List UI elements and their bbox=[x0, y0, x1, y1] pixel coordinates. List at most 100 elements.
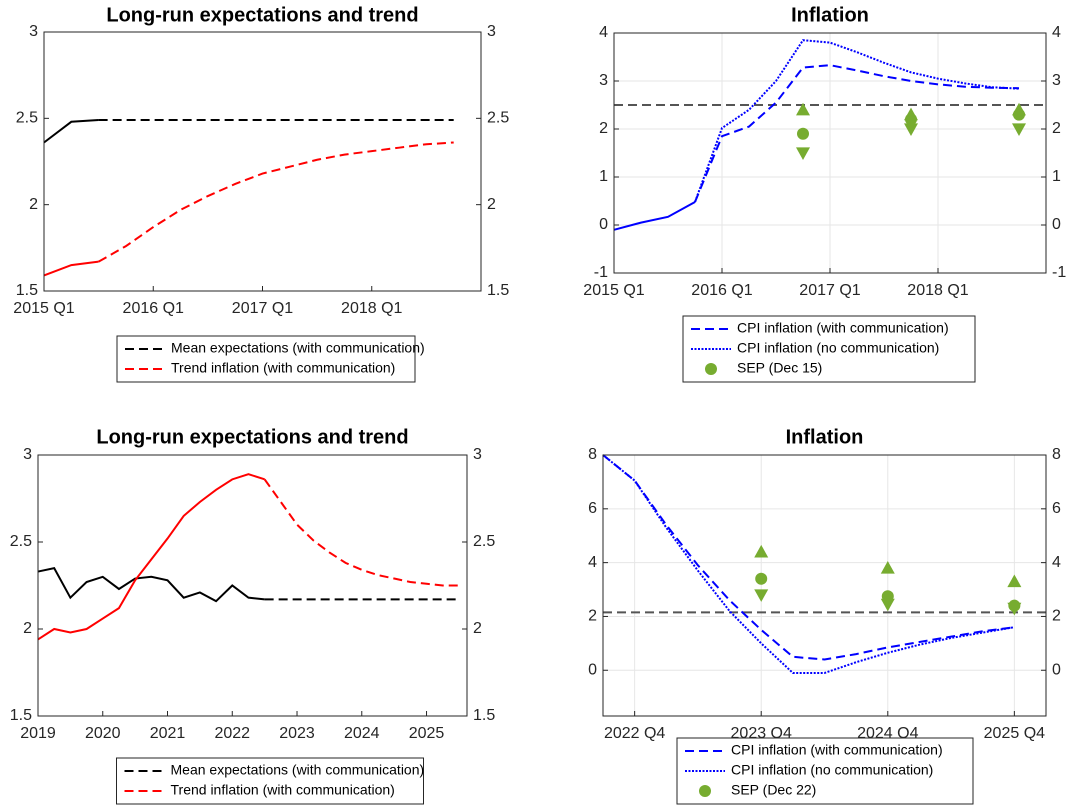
y-tick-label-right: -1 bbox=[1052, 264, 1066, 281]
y-tick-label: 2 bbox=[29, 196, 38, 213]
y-tick-label: 0 bbox=[588, 661, 597, 678]
legend-box bbox=[682, 315, 976, 383]
y-tick-label-right: 1 bbox=[1052, 168, 1061, 185]
y-tick-label-right: 3 bbox=[487, 23, 496, 40]
y-tick-label-right: 6 bbox=[1052, 500, 1061, 517]
chart: Inflation -1 -1 0 0 1 1 2 2 3 3 4 4 2015 Q1 2016 Q1 201… bbox=[583, 4, 1066, 383]
legend-label: SEP (Dec 22) bbox=[731, 782, 816, 798]
series-line bbox=[694, 64, 1020, 203]
series-line bbox=[613, 201, 696, 231]
x-tick-label: 2019 bbox=[20, 725, 56, 742]
x-tick-label: 2023 bbox=[279, 725, 315, 742]
legend-box bbox=[116, 335, 416, 383]
plot-frame bbox=[613, 32, 1047, 274]
y-tick-label: 8 bbox=[588, 446, 597, 463]
series-line bbox=[43, 119, 99, 144]
y-tick-label-right: 8 bbox=[1052, 446, 1061, 463]
chart-title: Long-run expectations and trend bbox=[96, 426, 408, 448]
x-tick-label: 2021 bbox=[150, 725, 186, 742]
legend-box bbox=[676, 737, 974, 805]
chart: Long-run expectations and trend 1.5 1.5 2 2 2… bbox=[10, 426, 495, 805]
y-tick-label: 2.5 bbox=[10, 533, 32, 550]
y-tick-label: 6 bbox=[588, 500, 597, 517]
sep-marker bbox=[880, 598, 895, 612]
y-tick-label: 1 bbox=[599, 168, 608, 185]
x-tick-label: 2017 Q1 bbox=[232, 300, 293, 317]
y-tick-label-right: 3 bbox=[473, 446, 482, 463]
legend-label: Mean expectations (with communication) bbox=[171, 340, 425, 356]
series-line bbox=[263, 478, 459, 587]
series-line bbox=[43, 260, 99, 277]
sep-marker bbox=[1007, 574, 1022, 588]
legend-box bbox=[116, 757, 424, 805]
x-tick-label: 2018 Q1 bbox=[907, 282, 968, 299]
sep-marker bbox=[755, 572, 768, 585]
x-tick-label: 2015 Q1 bbox=[13, 300, 74, 317]
legend-label: CPI inflation (with communication) bbox=[737, 320, 949, 336]
x-tick-label: 2022 Q4 bbox=[604, 725, 665, 742]
y-tick-label-right: 1.5 bbox=[473, 707, 495, 724]
y-tick-label: 4 bbox=[588, 554, 597, 571]
y-tick-label-right: 2 bbox=[1052, 608, 1061, 625]
x-tick-label: 2022 bbox=[214, 725, 250, 742]
sep-marker bbox=[796, 147, 810, 160]
legend-label: CPI inflation (with communication) bbox=[731, 742, 943, 758]
y-tick-label: 1.5 bbox=[16, 282, 38, 299]
sep-marker bbox=[699, 785, 711, 797]
sep-marker bbox=[1012, 123, 1026, 136]
y-tick-label: 1.5 bbox=[10, 707, 32, 724]
y-tick-label-right: 2.5 bbox=[487, 110, 509, 127]
legend-label: CPI inflation (no communication) bbox=[737, 340, 939, 356]
series-line bbox=[37, 473, 265, 641]
sep-marker bbox=[1012, 102, 1026, 116]
series-line bbox=[602, 454, 1015, 674]
x-tick-label: 2017 Q1 bbox=[799, 282, 860, 299]
y-tick-label-right: 2 bbox=[473, 620, 482, 637]
y-tick-label: 3 bbox=[29, 23, 38, 40]
y-tick-label-right: 1.5 bbox=[487, 282, 509, 299]
legend-label: SEP (Dec 15) bbox=[737, 360, 822, 376]
y-tick-label: 2.5 bbox=[16, 110, 38, 127]
y-tick-label: 2 bbox=[599, 120, 608, 137]
series-line bbox=[98, 141, 454, 263]
sep-marker bbox=[904, 107, 918, 121]
y-tick-label: 2 bbox=[588, 608, 597, 625]
y-tick-label: 2 bbox=[23, 620, 32, 637]
sep-marker bbox=[705, 363, 717, 375]
x-tick-label: 2024 bbox=[344, 725, 380, 742]
sep-marker bbox=[796, 102, 810, 116]
series-line bbox=[602, 454, 1015, 661]
chart-title: Inflation bbox=[786, 426, 864, 448]
plot-frame bbox=[37, 454, 468, 717]
y-tick-label-right: 4 bbox=[1052, 24, 1061, 41]
series-line bbox=[37, 566, 265, 603]
plot-frame bbox=[43, 31, 482, 292]
x-tick-label: 2016 Q1 bbox=[691, 282, 752, 299]
x-tick-label: 2018 Q1 bbox=[341, 300, 402, 317]
chart: Long-run expectations and trend 1.5 1.5 2 2 2… bbox=[13, 4, 509, 383]
x-tick-label: 2025 bbox=[409, 725, 445, 742]
sep-marker bbox=[904, 123, 918, 136]
y-tick-label-right: 4 bbox=[1052, 554, 1061, 571]
chart-title: Long-run expectations and trend bbox=[106, 4, 418, 26]
x-tick-label: 2025 Q4 bbox=[984, 725, 1045, 742]
sep-marker bbox=[797, 127, 809, 140]
y-tick-label-right: 0 bbox=[1052, 216, 1061, 233]
y-tick-label: 0 bbox=[599, 216, 608, 233]
y-tick-label-right: 2 bbox=[487, 196, 496, 213]
sep-marker bbox=[880, 561, 895, 574]
y-tick-label-right: 2 bbox=[1052, 120, 1061, 137]
y-tick-label: -1 bbox=[594, 264, 608, 281]
y-tick-label: 3 bbox=[599, 72, 608, 89]
series-line bbox=[694, 39, 1020, 203]
sep-marker bbox=[1007, 602, 1022, 616]
legend-label: CPI inflation (no communication) bbox=[731, 762, 933, 778]
sep-marker bbox=[754, 589, 769, 602]
chart-title: Inflation bbox=[791, 4, 869, 26]
plot-frame bbox=[602, 454, 1047, 717]
y-tick-label: 3 bbox=[23, 446, 32, 463]
y-tick-label: 4 bbox=[599, 24, 608, 41]
